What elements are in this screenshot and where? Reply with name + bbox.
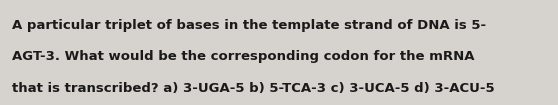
Text: A particular triplet of bases in the template strand of DNA is 5-: A particular triplet of bases in the tem…: [12, 19, 487, 32]
Text: that is transcribed? a) 3-UGA-5 b) 5-TCA-3 c) 3-UCA-5 d) 3-ACU-5: that is transcribed? a) 3-UGA-5 b) 5-TCA…: [12, 82, 495, 95]
Text: AGT-3. What would be the corresponding codon for the mRNA: AGT-3. What would be the corresponding c…: [12, 50, 475, 63]
